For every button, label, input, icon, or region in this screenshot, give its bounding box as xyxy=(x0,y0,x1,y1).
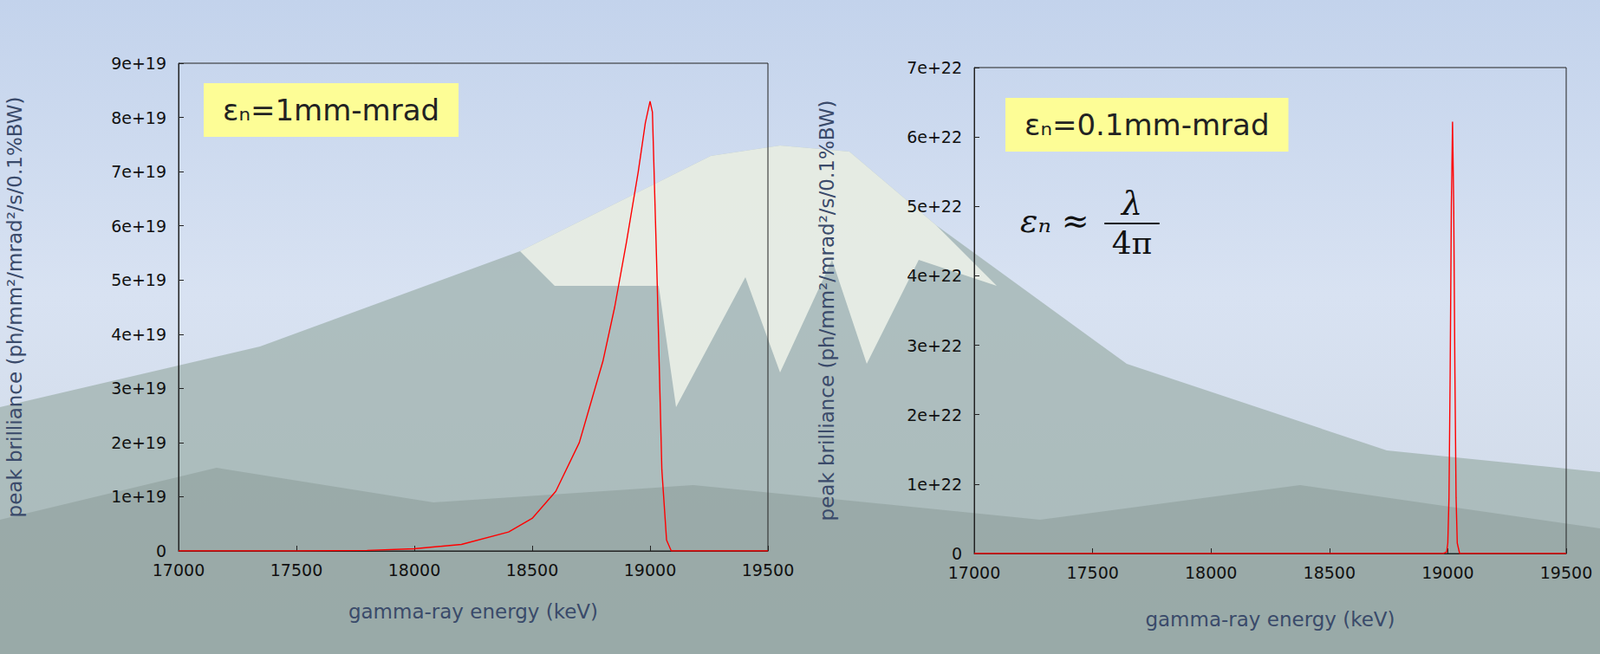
svg-text:peak brilliance (ph/mm²/mrad²/: peak brilliance (ph/mm²/mrad²/s/0.1%BW) xyxy=(815,100,839,522)
svg-text:17500: 17500 xyxy=(270,560,323,580)
svg-text:18000: 18000 xyxy=(1184,563,1237,583)
svg-text:5e+22: 5e+22 xyxy=(906,196,963,216)
svg-text:17500: 17500 xyxy=(1066,563,1119,583)
svg-text:19500: 19500 xyxy=(741,560,794,580)
svg-text:3e+19: 3e+19 xyxy=(110,378,167,398)
svg-text:εₙ ≈: εₙ ≈ xyxy=(1020,201,1090,241)
svg-text:gamma-ray energy (keV): gamma-ray energy (keV) xyxy=(348,600,599,624)
svg-text:6e+22: 6e+22 xyxy=(906,127,963,147)
svg-text:1e+22: 1e+22 xyxy=(906,474,963,495)
svg-text:4e+19: 4e+19 xyxy=(110,325,167,345)
svg-text:2e+19: 2e+19 xyxy=(110,433,167,453)
svg-text:7e+22: 7e+22 xyxy=(906,58,963,78)
svg-text:19000: 19000 xyxy=(624,560,677,580)
svg-text:17000: 17000 xyxy=(152,560,205,580)
svg-text:18000: 18000 xyxy=(388,560,441,580)
svg-text:9e+19: 9e+19 xyxy=(110,53,167,73)
svg-text:5e+19: 5e+19 xyxy=(110,270,167,290)
svg-text:1e+19: 1e+19 xyxy=(110,487,167,507)
svg-text:λ: λ xyxy=(1119,184,1143,223)
svg-text:18500: 18500 xyxy=(1303,563,1356,583)
svg-text:19500: 19500 xyxy=(1540,563,1593,583)
svg-text:4e+22: 4e+22 xyxy=(906,266,963,286)
svg-text:4π: 4π xyxy=(1112,225,1153,261)
svg-text:εₙ=0.1mm-mrad: εₙ=0.1mm-mrad xyxy=(1024,107,1270,143)
svg-text:6e+19: 6e+19 xyxy=(110,216,167,236)
svg-text:18500: 18500 xyxy=(506,560,559,580)
svg-text:peak brilliance (ph/mm²/mrad²/: peak brilliance (ph/mm²/mrad²/s/0.1%BW) xyxy=(3,97,27,519)
svg-text:7e+19: 7e+19 xyxy=(110,162,167,182)
svg-text:8e+19: 8e+19 xyxy=(110,108,167,128)
svg-text:εₙ=1mm-mrad: εₙ=1mm-mrad xyxy=(222,92,440,128)
svg-text:3e+22: 3e+22 xyxy=(906,336,963,356)
svg-text:17000: 17000 xyxy=(948,563,1001,583)
svg-text:19000: 19000 xyxy=(1421,563,1474,583)
svg-text:0: 0 xyxy=(156,541,167,561)
svg-text:2e+22: 2e+22 xyxy=(906,405,963,425)
svg-text:gamma-ray energy (keV): gamma-ray energy (keV) xyxy=(1144,608,1395,631)
svg-text:0: 0 xyxy=(951,544,963,564)
